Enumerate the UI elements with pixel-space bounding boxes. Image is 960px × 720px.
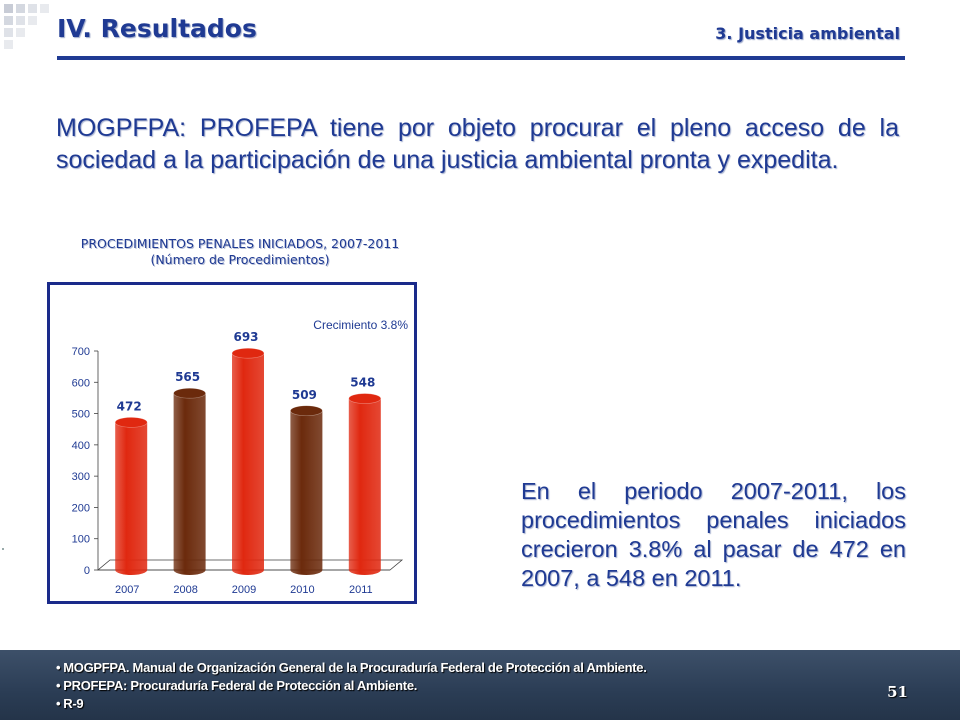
y-tick-label: 100 <box>72 534 90 546</box>
bar-2010 <box>290 405 323 575</box>
footnotes-list: • MOGPFPA. Manual de Organización General… <box>56 659 647 713</box>
growth-annotation: Crecimiento 3.8% <box>313 318 408 332</box>
y-tick-label: 0 <box>84 565 90 577</box>
data-label: 565 <box>175 370 200 384</box>
bar-top <box>173 387 206 399</box>
footnote-item: • PROFEPA: Procuraduría Federal de Protec… <box>56 678 418 693</box>
footnote-item: • R-9 <box>56 696 84 711</box>
bar-body <box>173 393 206 575</box>
x-tick-label: 2008 <box>173 584 197 596</box>
bar-top <box>231 347 265 359</box>
stray-mark <box>2 548 4 550</box>
bar-2009 <box>231 347 265 575</box>
footnote-item: • MOGPFPA. Manual de Organización General… <box>56 660 647 675</box>
x-tick-label: 2011 <box>349 584 373 596</box>
y-tick-label: 500 <box>72 409 90 421</box>
footnote-text: R-9 <box>63 696 84 711</box>
page-number: 51 <box>887 683 908 701</box>
data-label: 548 <box>350 376 375 390</box>
x-tick-label: 2007 <box>115 584 139 596</box>
intro-paragraph: MOGPFPA: PROFEPA tiene por objeto procur… <box>56 114 899 174</box>
bar-2008 <box>173 387 206 575</box>
bar-body <box>348 398 381 575</box>
footnote-text: MOGPFPA. Manual de Organización General … <box>63 660 647 675</box>
chart-title: PROCEDIMIENTOS PENALES INICIADOS, 2007-2… <box>80 236 400 251</box>
footer-bar: • MOGPFPA. Manual de Organización General… <box>0 650 960 720</box>
bar-body <box>232 353 264 575</box>
y-tick-label: 300 <box>72 471 90 483</box>
bar-body <box>115 422 148 575</box>
chart-subtitle: (Número de Procedimientos) <box>150 252 330 267</box>
y-tick-label: 200 <box>72 502 90 514</box>
x-tick-label: 2010 <box>290 584 314 596</box>
section-title: IV. Resultados <box>57 14 257 43</box>
chart-container: 0 100 200 300 400 500 600 700 472 2007 565 2008 693 2… <box>47 282 417 604</box>
bar-top <box>114 417 148 428</box>
summary-paragraph: En el periodo 2007-2011, los procedimien… <box>521 478 906 591</box>
data-label: 693 <box>233 330 258 344</box>
bar-chart: 0 100 200 300 400 500 600 700 472 2007 565 2008 693 2… <box>72 318 409 596</box>
bar-2011 <box>348 393 382 575</box>
y-tick-label: 700 <box>72 346 90 358</box>
section-subtitle: 3. Justicia ambiental <box>715 24 900 43</box>
y-tick-label: 400 <box>72 440 90 452</box>
bar-2007 <box>114 417 148 575</box>
x-tick-label: 2009 <box>232 584 256 596</box>
bar-top <box>348 393 382 404</box>
footnote-text: PROFEPA: Procuraduría Federal de Protecc… <box>63 678 418 693</box>
bar-body <box>290 410 323 575</box>
chart-heading: PROCEDIMIENTOS PENALES INICIADOS, 2007-2… <box>40 236 440 268</box>
header-divider <box>57 56 905 60</box>
data-label: 509 <box>292 388 317 402</box>
bar-top <box>290 405 323 417</box>
data-label: 472 <box>117 399 142 413</box>
y-tick-label: 600 <box>72 377 90 389</box>
corner-decoration <box>0 0 56 56</box>
